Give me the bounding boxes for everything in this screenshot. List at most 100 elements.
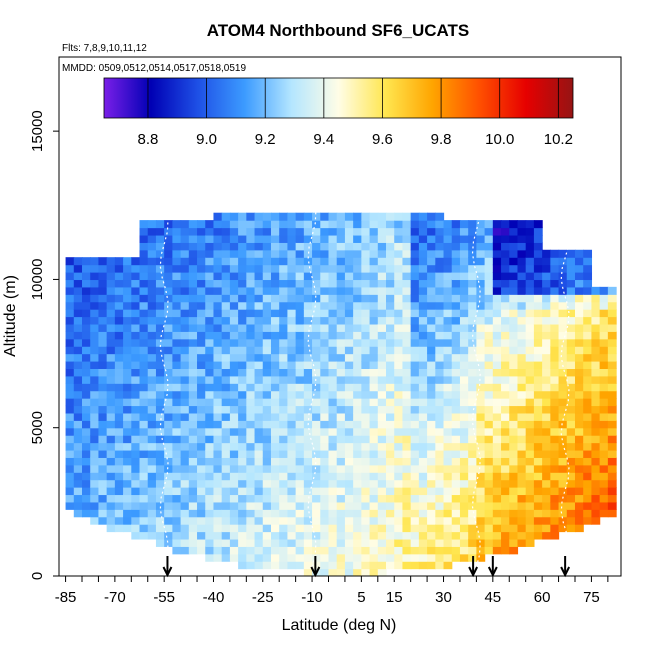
heatmap-cell: [402, 257, 412, 266]
heatmap-cell: [459, 405, 469, 414]
heatmap-cell: [312, 472, 321, 481]
heatmap-cell: [279, 472, 289, 481]
heatmap-cell: [270, 249, 280, 258]
heatmap-cell: [361, 494, 371, 503]
heatmap-cell: [550, 516, 560, 525]
heatmap-cell: [320, 457, 330, 466]
heatmap-cell: [427, 375, 436, 384]
heatmap-cell: [303, 479, 313, 488]
heatmap-cell: [459, 234, 469, 243]
heatmap-cell: [517, 375, 527, 384]
heatmap-cell: [287, 494, 297, 503]
heatmap-cell: [509, 220, 519, 229]
heatmap-cell: [287, 375, 297, 384]
heatmap-cell: [377, 272, 387, 281]
heatmap-cell: [484, 457, 494, 466]
heatmap-cell: [106, 420, 116, 429]
heatmap-cell: [533, 368, 543, 377]
heatmap-cell: [287, 487, 297, 496]
heatmap-cell: [312, 442, 321, 451]
heatmap-cell: [229, 546, 239, 555]
heatmap-cell: [427, 301, 436, 310]
heatmap-cell: [492, 449, 502, 458]
heatmap-cell: [164, 338, 173, 347]
heatmap-cell: [410, 538, 420, 547]
heatmap-cell: [418, 442, 428, 451]
heatmap-cell: [73, 375, 83, 384]
heatmap-cell: [205, 457, 215, 466]
heatmap-cell: [443, 412, 453, 421]
heatmap-cell: [435, 338, 445, 347]
heatmap-cell: [147, 516, 157, 525]
heatmap-cell: [155, 316, 165, 325]
heatmap-cell: [435, 516, 445, 525]
heatmap-cell: [139, 353, 149, 362]
heatmap-cell: [295, 279, 305, 288]
heatmap-cell: [443, 360, 453, 369]
heatmap-cell: [287, 405, 297, 414]
heatmap-cell: [344, 472, 354, 481]
heatmap-cell: [377, 249, 387, 258]
heatmap-cell: [501, 538, 510, 547]
heatmap-cell: [386, 220, 395, 229]
heatmap-cell: [476, 220, 486, 229]
heatmap-cell: [476, 464, 486, 473]
heatmap-cell: [410, 242, 420, 251]
heatmap-cell: [517, 487, 527, 496]
heatmap-cell: [270, 257, 280, 266]
heatmap-cell: [476, 286, 486, 295]
heatmap-cell: [131, 442, 141, 451]
heatmap-cell: [139, 427, 149, 436]
heatmap-cell: [377, 487, 387, 496]
heatmap-cell: [607, 457, 617, 466]
heatmap-cell: [583, 272, 593, 281]
heatmap-cell: [213, 264, 223, 273]
heatmap-cell: [188, 375, 198, 384]
heatmap-cell: [213, 457, 223, 466]
heatmap-cell: [254, 212, 264, 221]
heatmap-cell: [188, 249, 198, 258]
heatmap-cell: [254, 294, 264, 303]
heatmap-cell: [221, 435, 231, 444]
heatmap-cell: [180, 442, 190, 451]
heatmap-cell: [246, 435, 256, 444]
heatmap-cell: [377, 264, 387, 273]
heatmap-cell: [155, 479, 165, 488]
heatmap-cell: [295, 509, 305, 518]
heatmap-cell: [180, 316, 190, 325]
heatmap-cell: [410, 398, 420, 407]
heatmap-cell: [229, 531, 239, 540]
heatmap-cell: [254, 264, 264, 273]
heatmap-cell: [229, 516, 239, 525]
heatmap-cell: [295, 368, 305, 377]
heatmap-cell: [501, 487, 510, 496]
heatmap-cell: [369, 301, 379, 310]
heatmap-cell: [443, 368, 453, 377]
heatmap-cell: [550, 457, 560, 466]
heatmap-cell: [484, 272, 494, 281]
heatmap-cell: [229, 286, 239, 295]
heatmap-cell: [106, 427, 116, 436]
heatmap-cell: [65, 501, 75, 510]
heatmap-cell: [188, 323, 198, 332]
heatmap-cell: [476, 435, 486, 444]
heatmap-cell: [221, 553, 231, 562]
heatmap-cell: [558, 331, 568, 340]
heatmap-cell: [591, 516, 601, 525]
heatmap-cell: [353, 435, 362, 444]
heatmap-cell: [468, 449, 477, 458]
y-tick-label: 0: [29, 572, 46, 580]
heatmap-cell: [369, 331, 379, 340]
heatmap-cell: [361, 249, 371, 258]
heatmap-cell: [435, 412, 445, 421]
heatmap-cell: [336, 234, 346, 243]
heatmap-cell: [65, 279, 75, 288]
heatmap-cell: [492, 383, 502, 392]
heatmap-cell: [402, 427, 412, 436]
heatmap-cell: [155, 294, 165, 303]
heatmap-cell: [386, 264, 395, 273]
heatmap-cell: [155, 524, 165, 533]
heatmap-cell: [427, 390, 436, 399]
heatmap-cell: [484, 464, 494, 473]
heatmap-cell: [451, 398, 461, 407]
